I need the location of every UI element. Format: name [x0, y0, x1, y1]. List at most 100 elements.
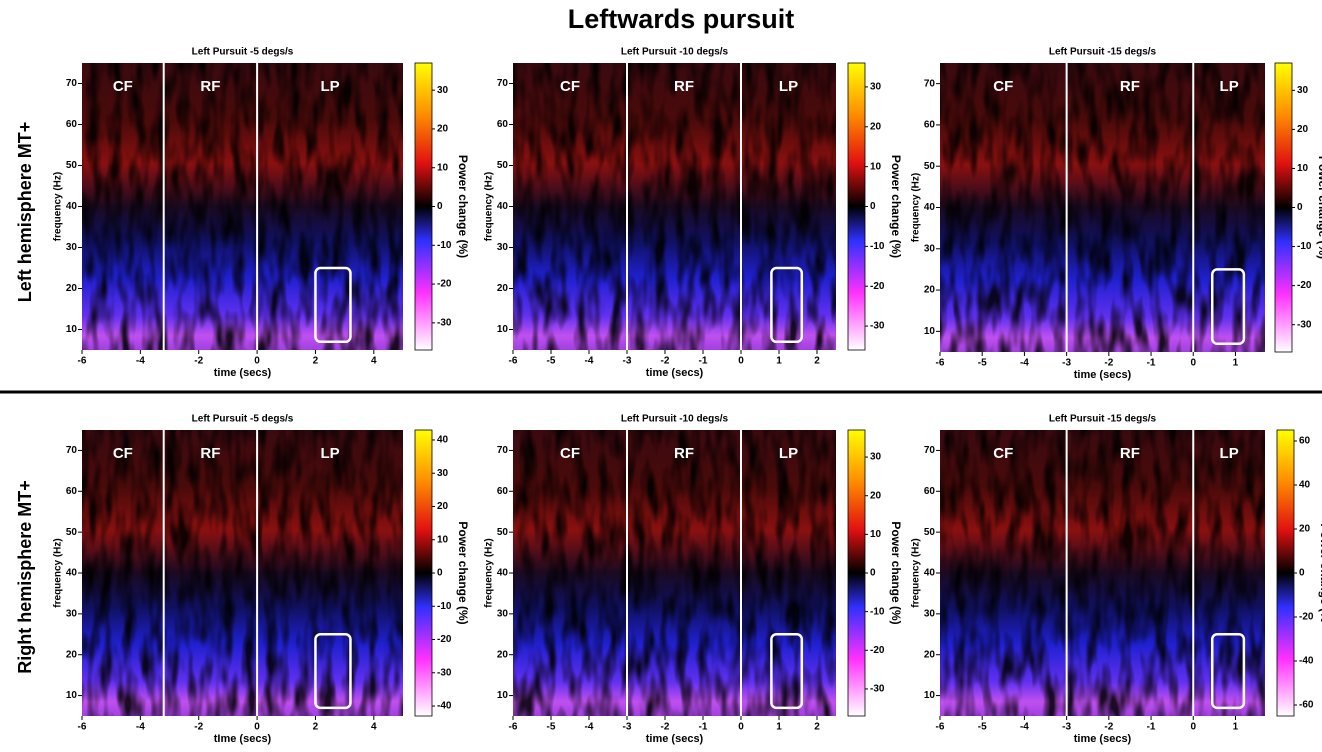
colorbar-tick-label: -10: [437, 601, 452, 612]
phase-label: CF: [113, 445, 133, 462]
y-tick-label: 10: [497, 324, 509, 335]
colorbar: [847, 429, 866, 717]
y-axis-label: frequency (Hz): [484, 172, 495, 241]
y-tick-label: 60: [924, 486, 936, 497]
x-tick-label: 2: [814, 722, 820, 733]
x-tick-label: -3: [1062, 722, 1071, 733]
x-tick-label: -6: [936, 358, 945, 369]
colorbar-tick-label: 30: [870, 82, 882, 93]
phase-label: LP: [320, 78, 339, 95]
y-tick-label: 40: [497, 201, 509, 212]
highlight-box: [1210, 633, 1246, 710]
phase-label: RF: [200, 78, 220, 95]
x-tick-label: 0: [738, 722, 744, 733]
phase-label: LP: [779, 78, 798, 95]
colorbar-tick-label: -10: [870, 241, 885, 252]
y-tick-label: 60: [497, 119, 509, 130]
y-tick-label: 20: [66, 283, 78, 294]
x-tick-label: -5: [547, 722, 556, 733]
colorbar-tick-label: 20: [870, 490, 882, 501]
colorbar-tick-label: 20: [1299, 524, 1311, 535]
colorbar-tick-label: -20: [870, 645, 885, 656]
y-tick-label: 20: [924, 285, 936, 296]
colorbar-tick-label: -20: [870, 281, 885, 292]
y-tick-label: 50: [66, 527, 78, 538]
colorbar-tick-label: 30: [437, 468, 449, 479]
colorbar-tick-label: 30: [437, 85, 449, 96]
x-tick-label: 2: [313, 356, 319, 367]
y-tick-label: 50: [924, 161, 936, 172]
y-tick-label: 40: [66, 201, 78, 212]
x-tick-label: 0: [254, 356, 260, 367]
x-tick-label: 0: [1190, 358, 1196, 369]
colorbar-tick-label: 10: [437, 162, 449, 173]
y-tick-label: 40: [924, 202, 936, 213]
y-tick-label: 50: [497, 527, 509, 538]
x-tick-label: -4: [136, 356, 145, 367]
colorbar-label: Power change (%): [889, 521, 903, 624]
y-tick-label: 70: [497, 445, 509, 456]
x-tick-label: -2: [194, 356, 203, 367]
y-tick-label: 10: [66, 690, 78, 701]
y-axis-label: frequency (Hz): [53, 172, 64, 241]
y-tick-label: 70: [66, 78, 78, 89]
y-tick-label: 40: [924, 568, 936, 579]
y-tick-label: 60: [924, 120, 936, 131]
x-tick-label: -3: [1062, 358, 1071, 369]
y-tick-label: 60: [66, 119, 78, 130]
x-axis-label: time (secs): [1074, 733, 1132, 745]
colorbar-tick-label: 20: [1297, 124, 1309, 135]
y-tick-label: 20: [497, 283, 509, 294]
x-axis-label: time (secs): [214, 367, 272, 379]
x-tick-label: 0: [1190, 722, 1196, 733]
colorbar-tick-label: -30: [870, 321, 885, 332]
x-tick-label: -1: [699, 356, 708, 367]
y-tick-label: 30: [924, 243, 936, 254]
y-tick-label: 40: [497, 568, 509, 579]
x-tick-label: -2: [1104, 358, 1113, 369]
spectrogram-texture: [82, 430, 403, 716]
colorbar-tick-label: 60: [1299, 436, 1311, 447]
spectrogram-texture: [82, 63, 403, 350]
x-tick-label: -2: [661, 722, 670, 733]
x-tick-label: -4: [1020, 722, 1029, 733]
y-tick-label: 30: [924, 608, 936, 619]
colorbar-tick-label: -30: [1297, 319, 1312, 330]
y-tick-label: 70: [924, 445, 936, 456]
spectrogram-texture: [513, 63, 836, 350]
colorbar-tick-label: -30: [437, 317, 452, 328]
colorbar-label: Power change (%): [889, 155, 903, 258]
phase-label: CF: [113, 78, 133, 95]
colorbar-tick-label: 20: [437, 124, 449, 135]
colorbar-tick-label: 0: [870, 568, 876, 579]
phase-label: RF: [200, 445, 220, 462]
colorbar-tick-label: -20: [1297, 280, 1312, 291]
colorbar-tick-label: -30: [870, 684, 885, 695]
y-tick-label: 50: [924, 527, 936, 538]
row-label: Left hemisphere MT+: [15, 122, 35, 303]
colorbar-tick-label: 40: [437, 435, 449, 446]
x-tick-label: -1: [1147, 358, 1156, 369]
y-tick-label: 20: [497, 649, 509, 660]
y-tick-label: 40: [66, 568, 78, 579]
row-label: Right hemisphere MT+: [15, 480, 35, 674]
y-tick-label: 70: [924, 78, 936, 89]
colorbar-tick-label: -10: [870, 606, 885, 617]
x-axis-label: time (secs): [1074, 369, 1132, 381]
phase-label: RF: [674, 78, 694, 95]
colorbar-tick-label: 0: [870, 201, 876, 212]
colorbar-tick-label: 0: [437, 568, 443, 579]
x-tick-label: -4: [585, 356, 594, 367]
phase-label: CF: [993, 445, 1013, 462]
colorbar-tick-label: -40: [1299, 656, 1314, 667]
x-tick-label: 2: [814, 356, 820, 367]
highlight-box: [314, 266, 352, 344]
panel-title: Left Pursuit -10 degs/s: [621, 47, 729, 58]
colorbar: [847, 62, 866, 351]
highlight-box: [770, 633, 804, 710]
x-tick-label: -5: [547, 356, 556, 367]
highlight-box: [314, 633, 352, 710]
phase-label: CF: [993, 78, 1013, 95]
x-axis-label: tIme (secs): [214, 733, 272, 745]
